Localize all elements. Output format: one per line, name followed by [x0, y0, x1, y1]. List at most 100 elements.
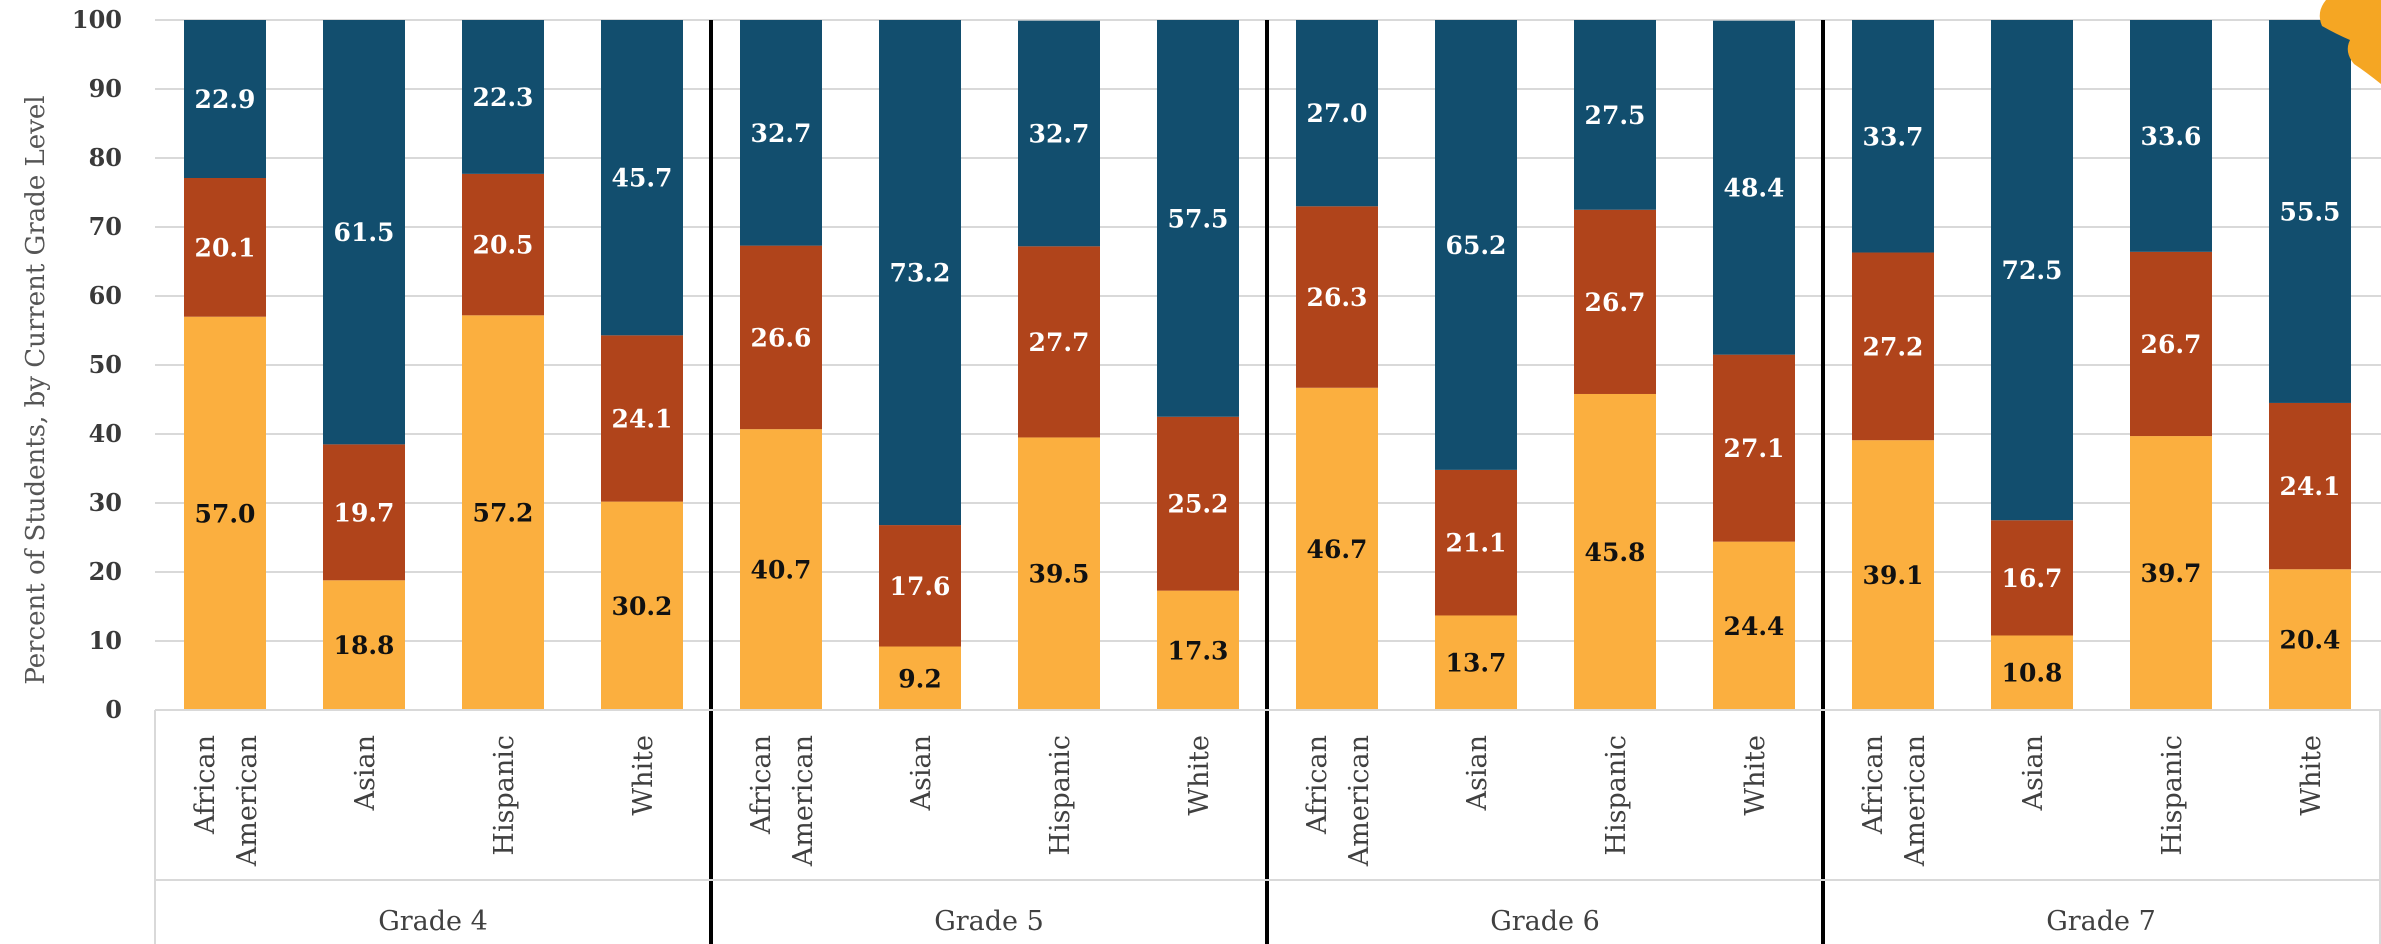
data-label: 26.3: [1307, 283, 1368, 312]
data-label: 39.7: [2141, 559, 2202, 588]
y-tick-label: 0: [105, 695, 122, 724]
category-label: Asian: [350, 735, 381, 811]
data-label: 24.1: [612, 404, 673, 433]
data-label: 26.7: [2141, 330, 2202, 359]
data-label: 57.5: [1168, 204, 1229, 233]
data-label: 32.7: [751, 119, 812, 148]
corner-decoration-icon: [2319, 0, 2381, 84]
category-label: Hispanic: [489, 735, 520, 856]
category-label: Hispanic: [2157, 735, 2188, 856]
data-label: 72.5: [2002, 256, 2063, 285]
bar-segment: [601, 501, 683, 710]
data-label: 27.1: [1724, 434, 1785, 463]
data-label: 45.8: [1585, 538, 1646, 567]
bar-segment: [1713, 20, 1795, 355]
data-label: 21.1: [1446, 529, 1507, 558]
bar-segment: [323, 444, 405, 581]
category-label: White: [628, 735, 659, 816]
bar-segment: [1157, 590, 1239, 710]
y-tick-label: 90: [89, 74, 122, 103]
data-label: 10.8: [2002, 659, 2063, 688]
data-label: 57.0: [195, 499, 256, 528]
data-label: 57.2: [473, 499, 534, 528]
bar-segment: [462, 173, 544, 316]
data-label: 27.0: [1307, 99, 1368, 128]
data-label: 40.7: [751, 556, 812, 585]
data-label: 61.5: [334, 218, 395, 247]
bar-segment: [462, 20, 544, 174]
bar-segment: [1296, 387, 1378, 710]
category-label: African: [746, 735, 777, 835]
category-label: White: [1184, 735, 1215, 816]
bar-segment: [1852, 252, 1934, 441]
category-label: African: [1302, 735, 1333, 835]
bar-segment: [2130, 20, 2212, 252]
data-labels: 57.0 20.1 22.9 18.8 19.7 61.5 57.2 20.5 22.3 30.2…: [195, 83, 2341, 693]
bar-segment: [1852, 440, 1934, 710]
bar-segment: [1991, 20, 2073, 521]
bar-segment: [1157, 416, 1239, 591]
bar-segment: [1991, 635, 2073, 710]
data-label: 18.8: [334, 631, 395, 660]
data-label: 9.2: [898, 664, 942, 693]
category-label: African: [190, 735, 221, 835]
category-label: Asian: [1462, 735, 1493, 811]
data-label: 73.2: [890, 259, 951, 288]
category-label: American: [232, 735, 263, 867]
data-label: 46.7: [1307, 535, 1368, 564]
data-label: 17.6: [890, 572, 951, 601]
bar-segment: [184, 20, 266, 179]
data-label: 16.7: [2002, 564, 2063, 593]
data-label: 65.2: [1446, 231, 1507, 260]
data-label: 24.4: [1724, 612, 1785, 641]
data-label: 20.1: [195, 233, 256, 262]
group-label: Grade 5: [934, 906, 1044, 937]
data-label: 27.2: [1863, 332, 1924, 361]
axes: 0 10 20 30 40 50 60 70 80 90 100 African American Asi…: [72, 5, 2381, 944]
data-label: 26.6: [751, 323, 812, 352]
bar-segment: [184, 316, 266, 710]
bar-segment: [1713, 354, 1795, 542]
bar-segment: [2130, 251, 2212, 437]
group-label: Grade 7: [2046, 906, 2156, 937]
data-label: 25.2: [1168, 490, 1229, 519]
data-label: 33.6: [2141, 122, 2202, 151]
y-tick-label: 20: [89, 557, 122, 586]
y-tick-label: 30: [89, 488, 122, 517]
bar-segment: [1296, 20, 1378, 207]
y-axis-title: Percent of Students, by Current Grade Le…: [21, 95, 51, 684]
bar-segment: [879, 20, 961, 526]
bar-segment: [879, 525, 961, 647]
bar-segment: [462, 315, 544, 710]
bar-segment: [2269, 20, 2351, 403]
y-tick-label: 100: [72, 5, 122, 34]
data-label: 48.4: [1724, 174, 1785, 203]
y-tick-label: 80: [89, 143, 122, 172]
bar-segment: [184, 178, 266, 317]
bar-segment: [1435, 469, 1517, 616]
data-label: 22.3: [473, 83, 534, 112]
bar-segment: [1435, 20, 1517, 470]
bar-segment: [1574, 20, 1656, 210]
bar-segment: [1296, 206, 1378, 388]
data-label: 39.5: [1029, 560, 1090, 589]
category-label: African: [1858, 735, 1889, 835]
bar-segment: [1574, 393, 1656, 710]
bar-segment: [323, 20, 405, 445]
bar-segment: [323, 580, 405, 710]
bar-segment: [1852, 20, 1934, 253]
category-label: Asian: [906, 735, 937, 811]
bar-segment: [2130, 436, 2212, 710]
bar-segment: [1018, 437, 1100, 710]
group-label: Grade 6: [1490, 906, 1600, 937]
data-label: 20.4: [2280, 626, 2341, 655]
data-label: 33.7: [1863, 122, 1924, 151]
data-label: 45.7: [612, 164, 673, 193]
category-label: American: [1900, 735, 1931, 867]
data-label: 19.7: [334, 498, 395, 527]
data-label: 13.7: [1446, 649, 1507, 678]
y-tick-label: 40: [89, 419, 122, 448]
category-label: American: [788, 735, 819, 867]
data-label: 24.1: [2280, 472, 2341, 501]
data-label: 39.1: [1863, 561, 1924, 590]
